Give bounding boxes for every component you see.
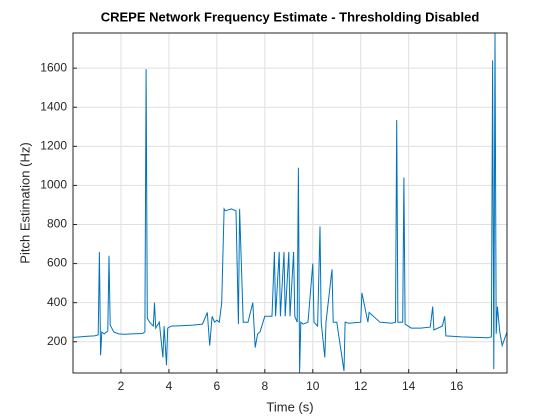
data-line: [73, 33, 507, 373]
y-tick-label: 1000: [40, 178, 67, 192]
x-tick-label: 8: [261, 379, 268, 393]
y-tick-label: 1400: [40, 99, 67, 113]
x-tick-label: 2: [118, 379, 125, 393]
x-axis-label: Time (s): [266, 399, 313, 414]
x-tick-label: 6: [214, 379, 221, 393]
y-tick-label: 1600: [40, 60, 67, 74]
y-axis-label: Pitch Estimation (Hz): [17, 142, 32, 263]
y-tick-label: 1200: [40, 139, 67, 153]
x-tick-label: 4: [166, 379, 173, 393]
y-tick-label: 600: [47, 256, 67, 270]
plot-frame: [72, 32, 508, 374]
y-tick-label: 800: [47, 217, 67, 231]
chart-title: CREPE Network Frequency Estimate - Thres…: [101, 9, 480, 24]
y-tick-label: 400: [47, 295, 67, 309]
y-tick-label: 200: [47, 334, 67, 348]
x-tick-label: 12: [354, 379, 368, 393]
x-tick-label: 10: [306, 379, 320, 393]
x-tick-label: 16: [450, 379, 464, 393]
x-tick-label: 14: [402, 379, 416, 393]
